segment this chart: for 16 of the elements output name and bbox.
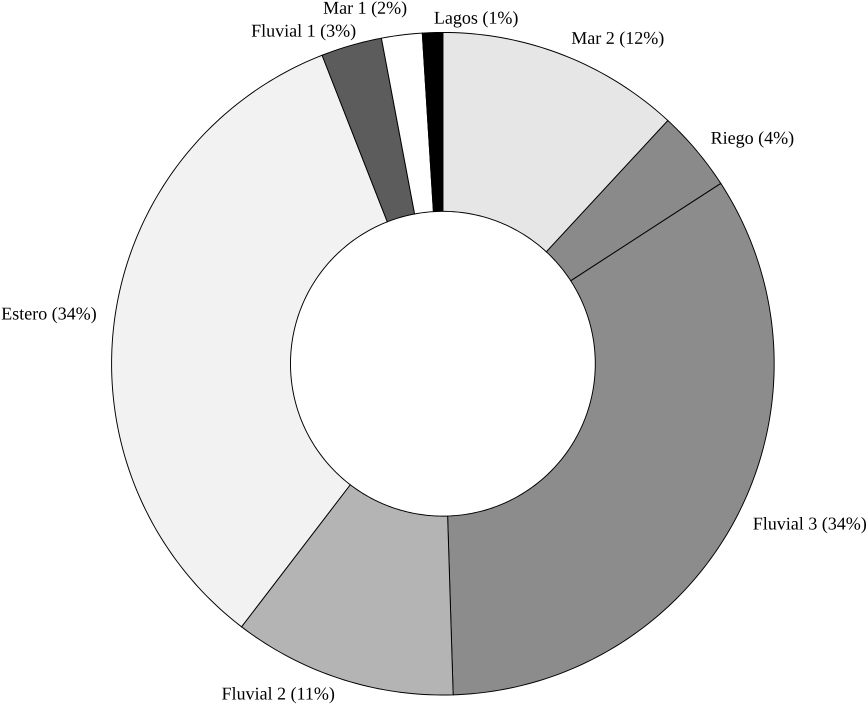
data-label: (12%) bbox=[620, 32, 664, 48]
data-label: (34%) bbox=[52, 307, 96, 324]
data-label: (3%) bbox=[320, 24, 356, 41]
slice-label: Mar 2 bbox=[572, 32, 614, 44]
slice-label: Lagos bbox=[434, 12, 478, 28]
data-label: (11%) bbox=[291, 687, 334, 704]
slice-label: Fluvial 3 bbox=[753, 517, 817, 530]
slice-label: Mar 1 bbox=[324, 2, 366, 14]
data-label: (2%) bbox=[372, 1, 406, 18]
slice-label: Fluvial 2 bbox=[222, 687, 286, 700]
data-label: (1%) bbox=[483, 11, 518, 28]
slice-label: Estero bbox=[2, 308, 47, 320]
data-label: (4%) bbox=[758, 132, 794, 148]
slice-label: Fluvial 1 bbox=[252, 24, 315, 37]
data-label: (34%) bbox=[822, 517, 866, 534]
slice-label: Riego bbox=[711, 132, 753, 148]
